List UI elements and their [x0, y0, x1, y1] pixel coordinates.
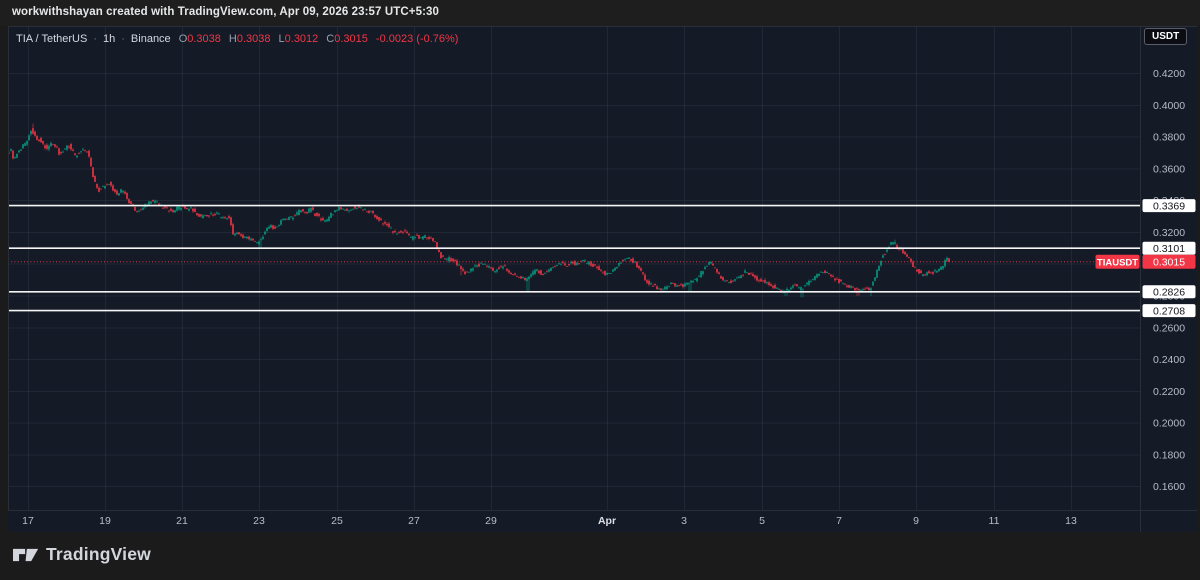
currency-toggle-button[interactable]: USDT [1144, 28, 1188, 45]
grid-lines [8, 26, 1140, 510]
svg-text:29: 29 [485, 515, 497, 527]
svg-text:19: 19 [99, 515, 111, 527]
svg-text:21: 21 [176, 515, 188, 527]
change-value: -0.0023 (-0.76%) [375, 33, 459, 45]
level-price-badge: 0.3369 [1142, 199, 1196, 212]
svg-text:0.2600: 0.2600 [1153, 322, 1185, 334]
svg-text:0.4000: 0.4000 [1153, 100, 1185, 112]
candlestick-chart[interactable]: 0.42000.40000.38000.36000.34000.32000.30… [0, 26, 1200, 532]
current-price-badge: 0.3015 [1142, 254, 1196, 269]
attribution-bar: workwithshayan created with TradingView.… [0, 0, 1200, 26]
interval-label[interactable]: 1h [103, 33, 116, 45]
exchange-label[interactable]: Binance [130, 33, 171, 45]
svg-text:7: 7 [836, 515, 842, 527]
svg-text:0.1800: 0.1800 [1153, 449, 1185, 461]
footer: TradingView [13, 544, 151, 565]
close-value: C0.3015 [326, 33, 368, 45]
axis-separators [8, 26, 1197, 532]
svg-text:17: 17 [22, 515, 34, 527]
svg-text:0.4200: 0.4200 [1153, 68, 1185, 80]
svg-text:0.3800: 0.3800 [1153, 132, 1185, 144]
svg-text:0.2400: 0.2400 [1153, 354, 1185, 366]
tradingview-logo-text[interactable]: TradingView [46, 544, 151, 564]
svg-text:0.2826: 0.2826 [1153, 287, 1185, 299]
svg-text:0.2708: 0.2708 [1153, 305, 1185, 317]
svg-text:9: 9 [913, 515, 919, 527]
level-price-badge: 0.3101 [1142, 241, 1196, 255]
svg-text:TIAUSDT: TIAUSDT [1097, 257, 1138, 268]
level-price-badge: 0.2826 [1142, 285, 1196, 299]
svg-text:0.3369: 0.3369 [1153, 200, 1185, 212]
attribution-text: workwithshayan created with TradingView.… [12, 6, 439, 18]
svg-text:0.1600: 0.1600 [1153, 481, 1185, 493]
svg-text:13: 13 [1065, 515, 1077, 527]
svg-text:0.2200: 0.2200 [1153, 386, 1185, 398]
svg-text:0.2000: 0.2000 [1153, 418, 1185, 430]
svg-text:23: 23 [253, 515, 265, 527]
svg-text:0.3101: 0.3101 [1153, 243, 1185, 255]
svg-text:0.3200: 0.3200 [1153, 227, 1185, 239]
svg-text:Apr: Apr [598, 515, 616, 527]
price-axis-badges[interactable]: 0.3369 0.3101 0.2826 0.2708 TIAUSDT 0.3015 [1095, 199, 1196, 317]
high-value: H0.3038 [228, 33, 271, 45]
symbol-legend[interactable]: TIA / TetherUS · 1h · Binance O0.3038 H0… [16, 32, 458, 46]
svg-text:0.3600: 0.3600 [1153, 163, 1185, 175]
legend-separator: · [93, 33, 97, 45]
horizontal-level-lines[interactable] [8, 204, 1141, 312]
svg-text:5: 5 [759, 515, 765, 527]
symbol-name[interactable]: TIA / TetherUS [16, 33, 88, 45]
chart-background [8, 26, 1197, 532]
svg-text:0.3015: 0.3015 [1153, 257, 1185, 269]
level-price-badge: 0.2708 [1142, 304, 1196, 317]
legend-separator: · [121, 33, 125, 45]
svg-text:3: 3 [681, 515, 687, 527]
symbol-price-tag: TIAUSDT [1095, 254, 1140, 269]
low-value: L0.3012 [278, 33, 319, 45]
open-value: O0.3038 [178, 33, 221, 45]
svg-text:25: 25 [331, 515, 343, 527]
tradingview-logo-icon[interactable] [13, 546, 39, 564]
svg-text:27: 27 [408, 515, 420, 527]
svg-text:11: 11 [989, 515, 1000, 527]
time-axis[interactable]: 17 19 21 23 25 27 29 Apr 3 5 7 9 11 13 [22, 515, 1077, 527]
